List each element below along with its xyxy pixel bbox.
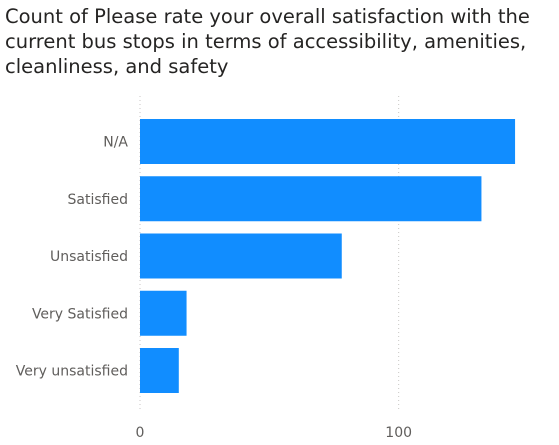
category-label: Very unsatisfied: [16, 364, 128, 380]
category-labels: N/A Satisfied Unsatisfied Very Satisfied Ver…: [16, 135, 129, 380]
bar[interactable]: [140, 176, 482, 222]
category-label: Very Satisfied: [32, 306, 128, 322]
category-label: Unsatisfied: [50, 249, 128, 265]
bar[interactable]: [140, 233, 342, 279]
category-label: Satisfied: [68, 192, 128, 208]
x-tick-label: 100: [385, 425, 412, 441]
x-tick-label: 0: [136, 425, 145, 441]
chart-title: Count of Please rate your overall satisf…: [5, 5, 530, 78]
bar[interactable]: [140, 290, 187, 336]
category-label: N/A: [103, 135, 128, 151]
bar[interactable]: [140, 119, 516, 164]
x-axis-ticks: 0 100: [136, 425, 412, 441]
bar[interactable]: [140, 348, 179, 393]
bars: [140, 119, 516, 393]
